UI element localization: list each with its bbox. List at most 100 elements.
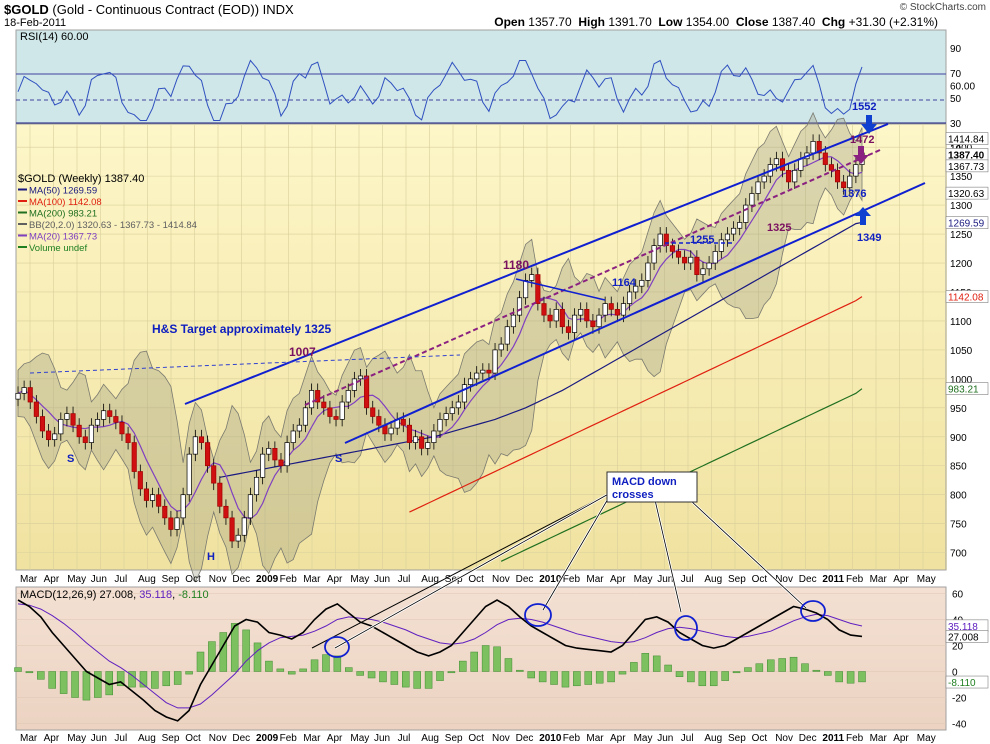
- candle-body: [376, 416, 382, 426]
- candle-body: [192, 436, 198, 455]
- callout-pointer-1: [311, 491, 613, 649]
- price-value-box-label: 1414.84: [948, 135, 985, 146]
- x-axis-label: Mar: [586, 574, 604, 585]
- candle-body: [205, 442, 211, 467]
- rsi-tick-label: 90: [950, 44, 962, 55]
- candle-body: [743, 204, 749, 223]
- candle-body: [125, 433, 131, 443]
- candle-body: [278, 459, 284, 467]
- low-label: Low: [658, 15, 683, 29]
- macd-hist-bar: [721, 671, 729, 681]
- macd-hist-bar: [59, 671, 68, 694]
- price-value-box: [945, 132, 989, 145]
- x-axis-label-bottom: Sep: [728, 733, 746, 744]
- candle-body: [627, 291, 633, 304]
- callout-pointer-2b: [542, 491, 613, 611]
- x-axis-label-bottom: 2009: [256, 733, 279, 744]
- macd-hist-bar: [299, 668, 307, 672]
- candle-body: [217, 482, 223, 507]
- macd-hist-bar: [128, 671, 136, 688]
- candle-body: [578, 309, 584, 316]
- x-axis-label-bottom: Mar: [870, 733, 888, 744]
- macd-panel-bg: [15, 586, 947, 731]
- candle-body: [504, 326, 510, 345]
- candle-body: [321, 401, 327, 409]
- candle-body: [529, 274, 535, 281]
- macd-hist-bar: [356, 671, 364, 676]
- open-label: Open: [494, 15, 525, 29]
- candle-body: [437, 419, 443, 432]
- arrow-1552: [861, 115, 877, 134]
- candle-body: [608, 303, 614, 310]
- candle-body: [773, 158, 779, 165]
- legend-item: BB(20,2.0) 1320.63 - 1367.73 - 1414.84: [29, 220, 197, 231]
- x-axis-label-bottom: Oct: [752, 733, 768, 744]
- annotation-label: 1255: [690, 234, 714, 246]
- x-axis-label: Oct: [468, 574, 484, 585]
- macd-hist-bar: [846, 671, 855, 684]
- candle-body: [596, 314, 602, 328]
- candle-body: [107, 410, 113, 417]
- macd-hist-bar: [550, 671, 558, 685]
- x-axis-label-bottom: Jun: [657, 733, 673, 744]
- callout-line: crosses: [612, 489, 654, 501]
- candle-body: [388, 427, 394, 435]
- macd-hist-bar: [493, 646, 501, 672]
- x-axis-label: Nov: [775, 574, 793, 585]
- candle-body: [168, 517, 174, 530]
- price-value-box-label: 1367.73: [948, 162, 985, 173]
- x-axis-label-bottom: Jun: [374, 733, 390, 744]
- candle-body: [76, 424, 82, 438]
- macd-hist-bar: [196, 651, 205, 672]
- candle-body: [94, 419, 101, 426]
- x-axis-label-bottom: Dec: [799, 733, 817, 744]
- candle-body: [64, 413, 70, 420]
- candle-body: [211, 465, 217, 484]
- x-axis-label-bottom: Feb: [280, 733, 298, 744]
- chart-date: 18-Feb-2011: [4, 17, 67, 29]
- candle-body: [296, 424, 302, 432]
- candle-body: [847, 175, 853, 189]
- candle-body: [639, 280, 645, 287]
- macd-value-box: [945, 675, 989, 689]
- macd-hist-bar: [755, 663, 764, 672]
- price-value-box: [945, 159, 989, 173]
- candle-body: [15, 392, 21, 400]
- price-tick-label: 750: [950, 520, 967, 531]
- candle-body: [357, 375, 364, 380]
- annotation-label: 1376: [842, 188, 866, 200]
- candle-body: [480, 369, 486, 374]
- cross-circle-3: [674, 615, 698, 641]
- candle-body: [755, 181, 761, 194]
- candle-body: [590, 320, 596, 328]
- macd-value-box-label: 35.118: [948, 622, 978, 633]
- x-axis-label: May: [634, 574, 653, 585]
- macd-hist-bar: [219, 632, 228, 672]
- macd-hist-bar: [253, 642, 262, 672]
- macd-tick-label: 20: [952, 642, 964, 653]
- x-axis-label: Feb: [846, 574, 864, 585]
- x-axis-label-bottom: Nov: [492, 733, 510, 744]
- macd-tick-label: 60: [952, 590, 964, 601]
- cross-circle-2: [524, 603, 552, 627]
- macd-hist-bar: [698, 671, 707, 687]
- channel-upper-line: [184, 123, 889, 405]
- x-axis-label-bottom: Feb: [563, 733, 581, 744]
- macd-hist-bar: [641, 653, 650, 672]
- price-tick-label: 800: [950, 491, 967, 502]
- x-axis-label: Sep: [162, 574, 180, 585]
- candle-body: [682, 256, 688, 264]
- x-axis-label-bottom: Mar: [20, 733, 38, 744]
- x-axis-label-bottom: May: [350, 733, 369, 744]
- macd-hist-bar: [48, 671, 56, 689]
- macd-hist-bar: [664, 664, 672, 672]
- open-value: 1357.70: [528, 15, 572, 29]
- candle-body: [455, 401, 461, 409]
- price-value-box: [945, 382, 989, 395]
- price-tick-label: 1050: [950, 346, 973, 357]
- candle-body: [724, 233, 730, 241]
